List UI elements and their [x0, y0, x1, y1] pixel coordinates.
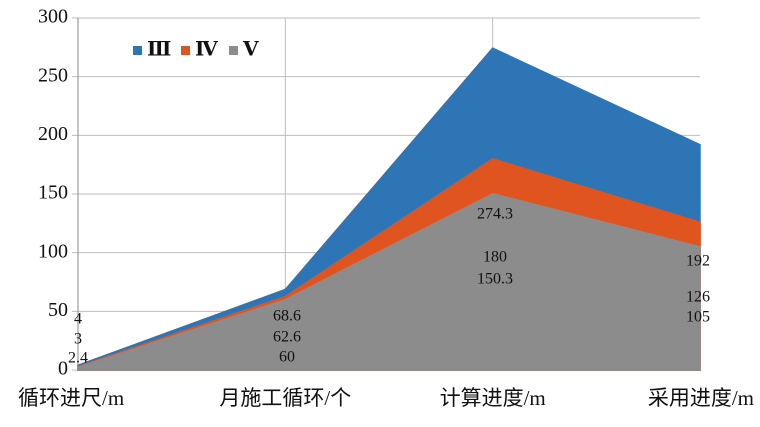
- data-label: 126: [686, 289, 710, 306]
- data-label: 192: [686, 253, 710, 270]
- legend-label: Ⅲ: [147, 39, 171, 61]
- legend-swatch: [181, 46, 190, 55]
- legend-label: Ⅳ: [195, 39, 218, 61]
- y-tick-label: 250: [38, 64, 68, 86]
- data-label: 105: [686, 309, 710, 326]
- legend-label: Ⅴ: [242, 39, 259, 61]
- data-label: 4: [74, 311, 82, 328]
- data-label: 68.6: [273, 308, 301, 325]
- x-tick-label: 采用进度/m: [648, 386, 754, 410]
- x-tick-label: 计算进度/m: [440, 386, 546, 410]
- legend-swatch: [229, 46, 238, 55]
- data-label: 60: [279, 349, 295, 366]
- data-label: 180: [483, 249, 507, 266]
- y-tick-label: 0: [58, 358, 68, 380]
- x-tick-label: 月施工循环/个: [219, 386, 351, 410]
- x-tick-label: 循环进尺/m: [18, 386, 124, 410]
- data-label: 274.3: [477, 206, 513, 223]
- y-tick-label: 200: [38, 123, 68, 145]
- data-label: 150.3: [477, 271, 513, 288]
- data-label: 3: [74, 331, 82, 348]
- y-tick-label: 50: [48, 299, 68, 321]
- data-label: 2.4: [68, 350, 88, 367]
- legend-swatch: [133, 46, 142, 55]
- y-tick-label: 150: [38, 182, 68, 204]
- y-tick-label: 300: [38, 6, 68, 28]
- data-label: 62.6: [273, 329, 301, 346]
- y-tick-label: 100: [38, 240, 68, 262]
